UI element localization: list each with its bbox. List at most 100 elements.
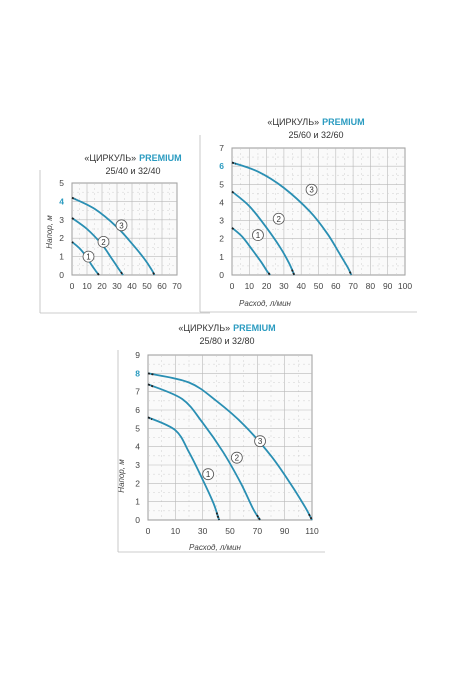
xtick-label: 70 xyxy=(253,526,263,536)
chart3-xlabel: Расход, л/мин xyxy=(189,543,242,552)
series-1-line xyxy=(231,227,271,276)
ytick-label: 0 xyxy=(135,515,140,525)
series-2-start-dash xyxy=(71,217,75,221)
curve-marker-3 xyxy=(254,435,266,448)
curve-marker-label: 3 xyxy=(309,186,314,195)
xtick-label: 60 xyxy=(331,281,341,291)
series-2-end-dash xyxy=(256,514,261,521)
ytick-label: 7 xyxy=(135,387,140,397)
series-3-line xyxy=(231,161,353,276)
xtick-label: 40 xyxy=(127,281,137,291)
curve-marker-2 xyxy=(230,451,243,464)
xtick-label: 10 xyxy=(171,526,181,536)
series-3-start-dash xyxy=(71,196,76,201)
curve-marker-label: 2 xyxy=(101,238,106,247)
curve-marker-label: 2 xyxy=(276,215,281,224)
ytick-label: 3 xyxy=(59,215,64,225)
xtick-label: 0 xyxy=(230,281,235,291)
xtick-label: 0 xyxy=(70,281,75,291)
ytick-label: 4 xyxy=(135,442,140,452)
xtick-label: 110 xyxy=(305,526,319,536)
ytick-label: 4 xyxy=(59,196,64,206)
ytick-label: 1 xyxy=(219,252,224,262)
xtick-label: 10 xyxy=(82,281,92,291)
xtick-label: 70 xyxy=(172,281,182,291)
chart3-subtitle: 25/80 и 32/80 xyxy=(199,336,254,346)
xtick-label: 50 xyxy=(142,281,152,291)
xtick-label: 60 xyxy=(157,281,167,291)
xtick-label: 0 xyxy=(146,526,151,536)
series-1-start-dash xyxy=(71,241,74,244)
xtick-label: 100 xyxy=(398,281,412,291)
ytick-label: 8 xyxy=(135,368,140,378)
series-2-line xyxy=(231,190,296,276)
curve-marker-3 xyxy=(115,219,128,232)
curve-marker-2 xyxy=(97,235,110,248)
xtick-label: 30 xyxy=(279,281,289,291)
xtick-label: 30 xyxy=(112,281,122,291)
series-3-end-dash xyxy=(152,272,156,276)
ytick-label: 5 xyxy=(135,423,140,433)
ytick-label: 1 xyxy=(135,497,140,507)
chart3-title: «ЦИРКУЛЬ» PREMIUM xyxy=(178,323,275,333)
xtick-label: 20 xyxy=(97,281,107,291)
curve-marker-1 xyxy=(82,250,95,263)
xtick-label: 50 xyxy=(225,526,235,536)
series-2-end-dash xyxy=(120,271,124,276)
chart2-title: «ЦИРКУЛЬ» PREMIUM xyxy=(267,117,364,127)
chart3-ylabel: Напор, м xyxy=(117,459,126,493)
xtick-label: 20 xyxy=(262,281,272,291)
curve-marker-1 xyxy=(252,229,264,241)
curve-marker-label: 1 xyxy=(206,470,211,479)
series-2-start-dash xyxy=(231,190,236,195)
ytick-label: 2 xyxy=(219,234,224,244)
ytick-label: 9 xyxy=(135,350,140,360)
series-3-end-dash xyxy=(308,513,313,521)
ytick-label: 3 xyxy=(219,216,224,226)
ytick-label: 3 xyxy=(135,460,140,470)
curve-marker-1 xyxy=(202,468,215,481)
xtick-label: 40 xyxy=(296,281,306,291)
series-2-line xyxy=(147,383,261,521)
series-2-line xyxy=(71,217,124,276)
curve-marker-2 xyxy=(272,212,285,225)
xtick-label: 50 xyxy=(314,281,324,291)
xtick-label: 70 xyxy=(348,281,358,291)
xtick-label: 10 xyxy=(245,281,255,291)
chart2-xlabel: Расход, л/мин xyxy=(239,299,292,308)
xtick-label: 80 xyxy=(366,281,376,291)
series-2-start-dash xyxy=(147,383,154,388)
chart1-ylabel: Напор, м xyxy=(45,215,54,249)
ytick-label: 2 xyxy=(135,478,140,488)
series-1-start-dash xyxy=(147,416,153,421)
series-2-end-dash xyxy=(291,269,296,276)
ytick-label: 5 xyxy=(219,179,224,189)
xtick-label: 90 xyxy=(383,281,393,291)
ytick-label: 6 xyxy=(135,405,140,415)
ytick-label: 0 xyxy=(219,270,224,280)
ytick-label: 0 xyxy=(59,270,64,280)
series-1-end-dash xyxy=(215,512,220,521)
series-3-start-dash xyxy=(147,372,155,376)
curve-marker-label: 2 xyxy=(235,454,240,463)
xtick-label: 30 xyxy=(198,526,208,536)
ytick-label: 4 xyxy=(219,197,224,207)
chart2-subtitle: 25/60 и 32/60 xyxy=(288,130,343,140)
series-3-line xyxy=(71,196,156,276)
ytick-label: 1 xyxy=(59,252,64,262)
series-1-line xyxy=(147,416,220,521)
ytick-label: 7 xyxy=(219,143,224,153)
series-1-start-dash xyxy=(231,227,235,230)
series-3-end-dash xyxy=(349,271,353,276)
xtick-label: 90 xyxy=(280,526,290,536)
ytick-label: 6 xyxy=(219,161,224,171)
curve-marker-label: 1 xyxy=(256,231,261,240)
ytick-label: 5 xyxy=(59,178,64,188)
chart1-subtitle: 25/40 и 32/40 xyxy=(105,166,160,176)
series-1-end-dash xyxy=(96,272,100,276)
